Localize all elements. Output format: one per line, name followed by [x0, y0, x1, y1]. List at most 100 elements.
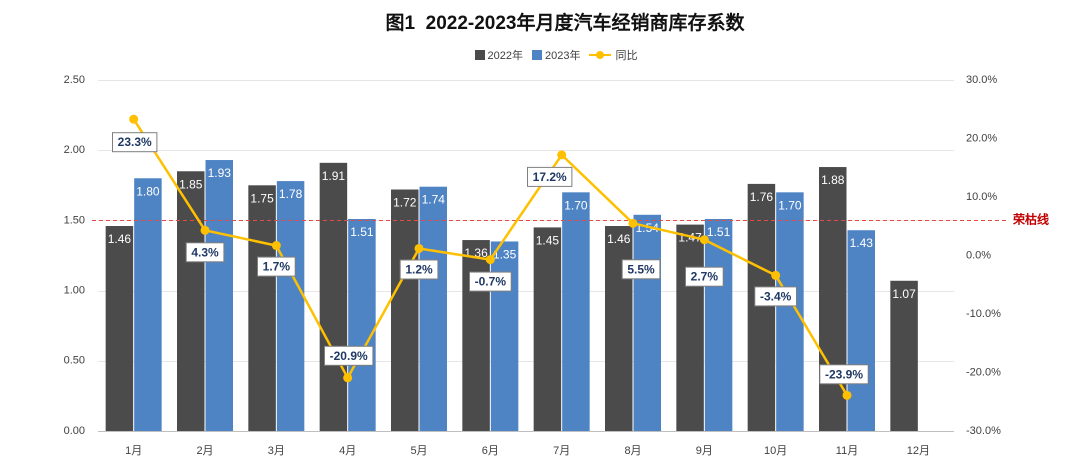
bar-value-label: 1.88: [821, 173, 845, 187]
yoy-data-label-1: 23.3%: [112, 132, 158, 153]
x-tick-label: 6月: [482, 445, 499, 457]
y-left-tick-label: 1.00: [64, 285, 85, 297]
bar-series1-2: [177, 171, 205, 431]
yoy-point-2: [200, 225, 210, 235]
bar-series1-8: [605, 226, 633, 431]
y-left-tick-label: 0.00: [64, 425, 85, 437]
bar-value-label: 1.93: [208, 166, 232, 180]
x-tick-label: 3月: [268, 445, 285, 457]
yoy-data-label-7: 17.2%: [527, 166, 573, 187]
bar-value-label: 1.51: [350, 225, 374, 239]
yoy-data-label-text: 4.3%: [191, 245, 219, 259]
bar-series1-7: [533, 227, 562, 431]
yoy-data-label-box: [469, 271, 512, 292]
bar-series1-12: [890, 280, 918, 431]
bar-series2-2: [205, 160, 233, 431]
bar-series1-1: [105, 226, 134, 431]
reference-line-label: 荣枯线: [1012, 212, 1049, 227]
y-right-tick-label: -10.0%: [966, 308, 1001, 320]
y-left-tick-label: 1.50: [64, 214, 85, 226]
bar-series2-6: [490, 241, 519, 431]
x-tick-label: 2月: [196, 445, 213, 457]
bar-series2-4: [348, 218, 376, 431]
yoy-data-label-text: -20.9%: [330, 349, 368, 363]
bar-series1-9: [676, 224, 704, 431]
x-tick-label: 9月: [696, 445, 713, 457]
y-right-tick-label: 30.0%: [966, 74, 997, 86]
yoy-data-label-9: 2.7%: [685, 266, 724, 287]
legend-item-2023: 2023年: [532, 47, 580, 63]
y-left-tick-label: 0.50: [64, 355, 85, 367]
yoy-point-10: [771, 270, 781, 280]
bar-value-label: 1.70: [778, 198, 802, 212]
yoy-point-1: [129, 114, 139, 124]
bar-series1-4: [319, 162, 348, 431]
x-tick-label: 12月: [907, 445, 930, 457]
y-right-tick-label: -30.0%: [966, 425, 1001, 437]
yoy-data-label-box: [819, 364, 869, 385]
legend-label-2023: 2023年: [545, 50, 581, 62]
y-right-tick-label: 20.0%: [966, 132, 997, 144]
legend-line-swatch-yoy: [589, 51, 612, 59]
bar-series2-9: [704, 218, 733, 431]
legend-label-yoy: 同比: [615, 50, 638, 62]
bar-value-label: 1.91: [322, 169, 346, 183]
bar-series1-11: [819, 167, 847, 431]
yoy-data-label-box: [324, 345, 374, 366]
bar-series2-8: [633, 214, 661, 431]
yoy-line-series: [129, 114, 852, 400]
yoy-data-label-box: [399, 259, 439, 280]
y-right-tick-label: -20.0%: [966, 366, 1001, 378]
yoy-data-label-6: -0.7%: [469, 271, 512, 292]
yoy-point-9: [699, 235, 709, 245]
legend-label-2022: 2022年: [487, 50, 523, 62]
bar-series2-1: [134, 178, 162, 431]
yoy-data-labels: 23.3% 4.3% 1.7% -20.9% 1.2% -0.7% 17.2% 5.5% 2.7…: [112, 132, 869, 385]
reference-line-group: 荣枯线: [92, 212, 1049, 227]
yoy-data-label-text: 5.5%: [627, 262, 655, 276]
bar-value-label: 1.80: [136, 184, 160, 198]
bar-series1-10: [747, 183, 776, 431]
yoy-data-label-box: [257, 256, 296, 277]
yoy-point-3: [271, 241, 281, 251]
bar-value-label: 1.46: [108, 232, 132, 246]
yoy-point-11: [842, 390, 852, 400]
bar-series2-7: [562, 192, 590, 431]
bar-value-label: 1.76: [750, 190, 774, 204]
yoy-point-4: [343, 373, 353, 383]
y-left-tick-label: 2.00: [64, 144, 85, 156]
bar-value-label: 1.45: [536, 233, 560, 247]
yoy-data-label-box: [754, 286, 797, 307]
yoy-point-5: [414, 243, 424, 253]
yoy-data-label-text: -3.4%: [760, 289, 792, 303]
yoy-point-7: [557, 150, 567, 160]
x-tick-label: 11月: [836, 445, 858, 457]
bar-series1-3: [248, 185, 276, 431]
legend-marker-yoy: [596, 51, 605, 59]
y-right-tick-label: 0.0%: [966, 249, 991, 261]
y-left-tick-label: 2.50: [64, 74, 85, 86]
bar-series2-10: [776, 192, 804, 431]
bar-value-label: 1.75: [250, 191, 274, 205]
yoy-data-label-text: 17.2%: [533, 170, 567, 184]
yoy-data-label-box: [621, 259, 661, 280]
yoy-data-label-text: -23.9%: [825, 367, 863, 381]
yoy-data-label-box: [112, 132, 158, 153]
legend-item-yoy: 同比: [589, 47, 637, 63]
bar-value-label: 1.72: [393, 196, 417, 210]
yoy-data-label-11: -23.9%: [819, 364, 869, 385]
bar-value-label: 1.51: [707, 225, 731, 239]
x-tick-label: 8月: [624, 445, 641, 457]
yoy-data-label-box: [527, 166, 573, 187]
bar-value-label: 1.35: [493, 247, 517, 261]
bar-value-label: 1.70: [564, 198, 588, 212]
bar-series1-6: [462, 240, 490, 431]
yoy-point-8: [628, 218, 638, 228]
bar-value-labels: 1.461.851.751.911.721.361.45 1.46 1.471.76…: [108, 166, 916, 301]
legend-item-2022: 2022年: [474, 47, 523, 63]
y-right-tick-label: 10.0%: [966, 191, 997, 203]
bar-value-label: 1.74: [422, 193, 446, 207]
yoy-point-6: [485, 255, 495, 265]
chart-title: 图1 2022-2023年月度汽车经销商库存系数: [386, 11, 746, 34]
